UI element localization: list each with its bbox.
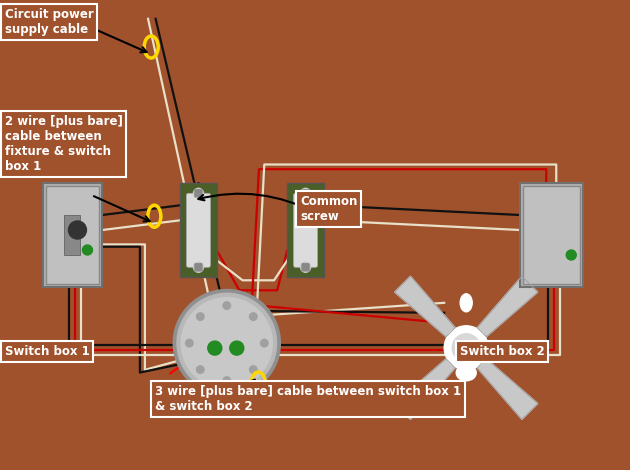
Bar [287,183,324,277]
Circle shape [301,262,311,272]
Polygon shape [394,276,455,337]
FancyBboxPatch shape [195,190,202,197]
Circle shape [181,298,272,389]
Circle shape [249,366,257,373]
Polygon shape [394,359,455,419]
FancyBboxPatch shape [302,264,309,271]
Circle shape [193,262,203,272]
Circle shape [261,339,268,347]
Circle shape [83,245,93,255]
Bar [180,183,217,277]
Bar [523,186,580,284]
Circle shape [193,188,203,198]
Bar [64,215,81,255]
Circle shape [208,341,222,355]
Text: Common
screw: Common screw [300,195,357,223]
Circle shape [452,334,480,362]
Circle shape [177,293,277,393]
Bar [520,183,583,287]
Text: Switch box 2: Switch box 2 [460,345,545,358]
Circle shape [249,313,257,321]
Bar [43,183,102,287]
FancyBboxPatch shape [195,264,202,271]
Polygon shape [478,359,538,419]
Circle shape [69,221,86,239]
Circle shape [173,290,280,397]
Text: Circuit power
supply cable: Circuit power supply cable [5,8,94,36]
Circle shape [566,250,576,260]
Circle shape [230,341,244,355]
FancyBboxPatch shape [186,193,210,267]
Bar [45,186,100,284]
Ellipse shape [460,294,472,312]
Circle shape [444,326,488,370]
Ellipse shape [456,365,476,381]
Circle shape [301,188,311,198]
Circle shape [197,366,204,373]
Circle shape [197,313,204,321]
Circle shape [223,377,231,384]
FancyBboxPatch shape [302,190,309,197]
Text: 3 wire [plus bare] cable between switch box 1
& switch box 2: 3 wire [plus bare] cable between switch … [155,385,461,413]
FancyBboxPatch shape [294,193,318,267]
Polygon shape [478,276,538,337]
Circle shape [223,302,231,309]
Text: 2 wire [plus bare]
cable between
fixture & switch
box 1: 2 wire [plus bare] cable between fixture… [5,115,123,173]
Circle shape [186,339,193,347]
Text: Switch box 1: Switch box 1 [5,345,89,358]
